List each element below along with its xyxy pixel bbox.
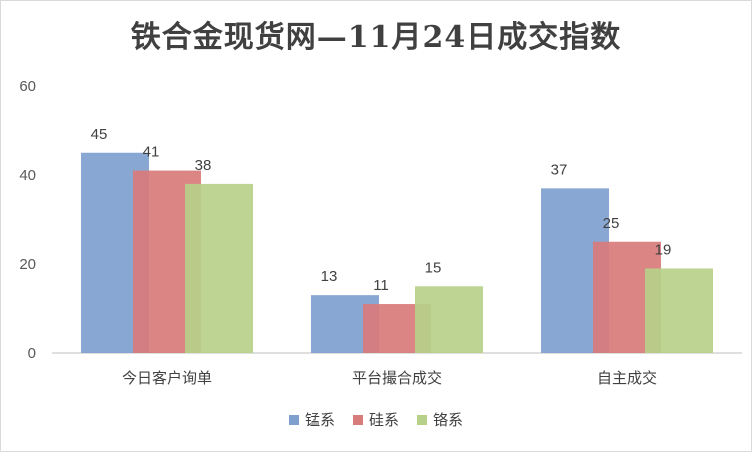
chart-legend: 锰系 硅系 铬系 bbox=[0, 409, 752, 430]
data-label: 37 bbox=[551, 161, 568, 178]
legend-label: 锰系 bbox=[304, 411, 335, 429]
y-tick-label: 40 bbox=[19, 167, 36, 184]
data-label: 15 bbox=[425, 259, 442, 276]
y-tick-label: 20 bbox=[19, 256, 36, 273]
legend-item-3: 铬系 bbox=[417, 409, 463, 430]
x-category-label: 今日客户询单 bbox=[122, 369, 212, 387]
x-category-label: 平台撮合成交 bbox=[352, 369, 442, 387]
bar-3-1 bbox=[185, 183, 253, 353]
data-label: 13 bbox=[321, 268, 338, 285]
legend-swatch bbox=[352, 414, 363, 425]
data-label: 19 bbox=[655, 241, 672, 258]
y-tick-label: 60 bbox=[19, 78, 36, 95]
legend-swatch bbox=[417, 414, 427, 425]
legend-item-1: 锰系 bbox=[288, 409, 335, 430]
x-category-label: 自主成交 bbox=[597, 369, 657, 387]
data-label: 38 bbox=[195, 157, 212, 174]
bar-3-2 bbox=[415, 286, 483, 353]
data-label: 11 bbox=[373, 277, 389, 294]
bar-3-3 bbox=[645, 268, 713, 353]
data-label: 45 bbox=[91, 126, 108, 143]
legend-label: 铬系 bbox=[433, 411, 464, 429]
legend-item-2: 硅系 bbox=[352, 409, 399, 430]
data-label: 41 bbox=[143, 144, 160, 161]
data-label: 25 bbox=[603, 215, 620, 232]
chart-title: 铁合金现货网—11月24日成交指数 bbox=[130, 20, 622, 55]
legend-swatch bbox=[288, 414, 299, 425]
y-tick-label: 0 bbox=[28, 345, 36, 362]
legend-label: 硅系 bbox=[368, 411, 399, 429]
